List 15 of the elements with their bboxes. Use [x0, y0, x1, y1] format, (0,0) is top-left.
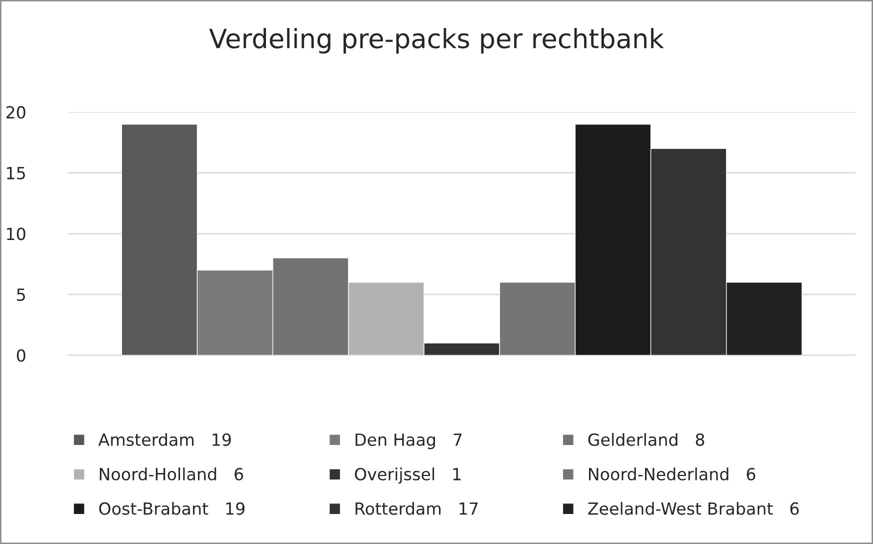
legend-label: Overijssel 1: [354, 468, 461, 484]
chart-title: Verdeling pre-packs per rechtbank: [209, 28, 664, 54]
legend-label: Amsterdam 19: [98, 433, 231, 446]
legend-label: Noord-Holland 6: [100, 468, 244, 480]
legend-label: Gelderland 8: [588, 433, 704, 446]
legend-label: Oost-Brabant 19: [99, 502, 244, 515]
legend-label: Den Haag 7: [356, 434, 462, 450]
y-tick-label: 15: [7, 167, 25, 180]
y-tick-label: 0: [16, 349, 26, 362]
legend-label: Zeeland-West Brabant 6: [588, 502, 799, 515]
legend-label: Noord-Nederland 6: [588, 468, 756, 480]
y-tick-label: 10: [7, 228, 26, 240]
legend-label: Rotterdam 17: [356, 502, 478, 515]
y-tick-label: 20: [6, 106, 26, 119]
y-tick-label: 5: [17, 288, 25, 302]
